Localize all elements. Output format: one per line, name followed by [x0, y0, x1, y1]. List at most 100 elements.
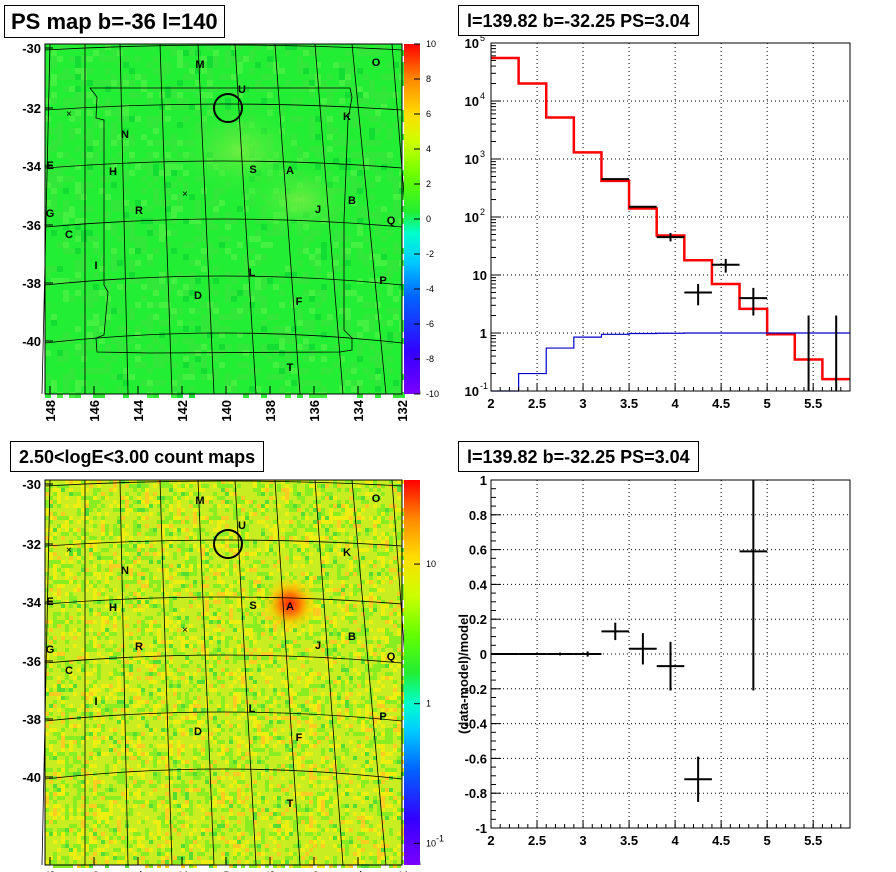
map-pixel [241, 656, 245, 660]
map-pixel [137, 648, 141, 652]
map-pixel [317, 512, 321, 516]
map-pixel [185, 484, 189, 488]
map-pixel [377, 596, 381, 600]
map-pixel [117, 564, 121, 568]
map-pixel [133, 524, 137, 528]
map-pixel [327, 122, 333, 128]
map-pixel [173, 704, 177, 708]
map-pixel [301, 500, 305, 504]
map-pixel [385, 752, 389, 756]
map-pixel [113, 748, 117, 752]
map-pixel [249, 760, 253, 764]
map-pixel [105, 596, 109, 600]
map-pixel [349, 724, 353, 728]
map-pixel [243, 266, 249, 272]
map-pixel [61, 680, 65, 684]
map-pixel [207, 80, 213, 86]
map-pixel [81, 544, 85, 548]
map-pixel [105, 736, 109, 740]
map-pixel [63, 188, 69, 194]
map-pixel [77, 496, 81, 500]
source-label: R [135, 205, 143, 217]
map-pixel [363, 236, 369, 242]
map-pixel [253, 560, 257, 564]
map-pixel [321, 636, 325, 640]
map-pixel [101, 696, 105, 700]
map-pixel [297, 692, 301, 696]
map-pixel [189, 556, 193, 560]
map-pixel [173, 708, 177, 712]
map-pixel [337, 680, 341, 684]
map-pixel [85, 760, 89, 764]
map-pixel [245, 688, 249, 692]
map-pixel [181, 484, 185, 488]
map-pixel [97, 728, 101, 732]
map-pixel [243, 392, 249, 398]
map-pixel [171, 164, 177, 170]
map-pixel [241, 612, 245, 616]
map-pixel [153, 392, 159, 398]
map-pixel [229, 724, 233, 728]
map-pixel [97, 732, 101, 736]
map-pixel [85, 736, 89, 740]
map-pixel [165, 68, 171, 74]
map-pixel [349, 496, 353, 500]
map-pixel [177, 700, 181, 704]
map-pixel [305, 548, 309, 552]
map-pixel [99, 80, 105, 86]
map-pixel [233, 588, 237, 592]
map-pixel [129, 248, 135, 254]
map-pixel [317, 492, 321, 496]
x-tick-label: 136 [307, 400, 322, 422]
map-pixel [313, 616, 317, 620]
map-pixel [381, 612, 385, 616]
map-pixel [207, 56, 213, 62]
map-pixel [399, 392, 405, 398]
map-pixel [109, 556, 113, 560]
map-pixel [141, 80, 147, 86]
map-pixel [209, 496, 213, 500]
map-pixel [245, 668, 249, 672]
map-pixel [297, 368, 303, 374]
map-pixel [165, 296, 171, 302]
map-pixel [157, 704, 161, 708]
map-pixel [147, 140, 153, 146]
map-pixel [389, 676, 393, 680]
map-pixel [201, 572, 205, 576]
map-pixel [209, 760, 213, 764]
map-pixel [49, 688, 53, 692]
map-pixel [89, 692, 93, 696]
map-pixel [209, 616, 213, 620]
map-pixel [363, 158, 369, 164]
map-pixel [253, 680, 257, 684]
map-pixel [173, 648, 177, 652]
map-pixel [361, 596, 365, 600]
map-pixel [189, 504, 193, 508]
map-pixel [109, 588, 113, 592]
map-pixel [201, 98, 207, 104]
map-pixel [349, 680, 353, 684]
map-pixel [301, 656, 305, 660]
map-pixel [213, 206, 219, 212]
map-pixel [375, 290, 381, 296]
map-pixel [165, 744, 169, 748]
map-pixel [125, 544, 129, 548]
map-pixel [113, 532, 117, 536]
map-pixel [265, 536, 269, 540]
map-pixel [61, 736, 65, 740]
map-pixel [217, 600, 221, 604]
map-pixel [145, 628, 149, 632]
map-pixel [333, 504, 337, 508]
map-pixel [357, 744, 361, 748]
map-pixel [225, 544, 229, 548]
map-pixel [221, 580, 225, 584]
map-pixel [329, 492, 333, 496]
map-pixel [57, 580, 61, 584]
map-pixel [183, 86, 189, 92]
map-pixel [81, 56, 87, 62]
map-pixel [63, 86, 69, 92]
map-pixel [137, 492, 141, 496]
map-pixel [93, 660, 97, 664]
map-pixel [325, 552, 329, 556]
map-pixel [137, 524, 141, 528]
